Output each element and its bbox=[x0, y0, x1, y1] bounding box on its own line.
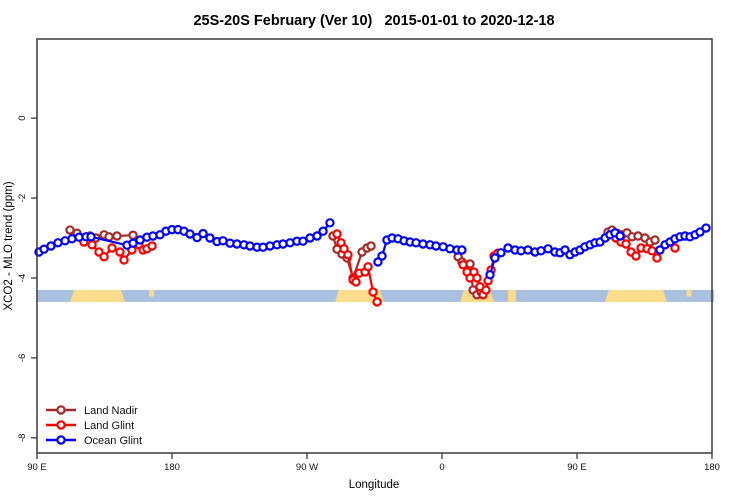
data-point bbox=[368, 287, 378, 297]
data-point bbox=[496, 248, 506, 258]
data-point bbox=[205, 233, 215, 243]
data-point bbox=[147, 241, 157, 251]
data-point bbox=[652, 253, 662, 263]
data-point bbox=[647, 246, 657, 256]
data-point bbox=[87, 240, 97, 250]
data-point bbox=[701, 223, 711, 233]
data-point bbox=[485, 270, 495, 280]
y-tick-label: -4 bbox=[17, 274, 28, 282]
data-point bbox=[615, 231, 625, 241]
legend-marker-icon bbox=[56, 435, 66, 445]
data-point bbox=[372, 297, 382, 307]
data-point bbox=[621, 239, 631, 249]
x-tick-label: 0 bbox=[439, 462, 444, 473]
land-patch-new-caledonia-west-pass bbox=[149, 289, 154, 297]
data-point bbox=[65, 225, 75, 235]
legend-label: Land Glint bbox=[84, 420, 134, 432]
data-point bbox=[312, 231, 322, 241]
data-point bbox=[128, 230, 138, 240]
legend: Land Nadir Land Glint Ocean Glint bbox=[46, 405, 142, 447]
legend-marker-icon bbox=[56, 420, 66, 430]
data-point bbox=[366, 241, 376, 251]
legend-item-land-glint: Land Glint bbox=[46, 420, 134, 432]
data-point bbox=[112, 231, 122, 241]
data-point bbox=[363, 262, 373, 272]
land-patch-australia-west-pass bbox=[70, 289, 126, 302]
data-point bbox=[115, 247, 125, 257]
x-axis-label: Longitude bbox=[349, 479, 400, 491]
data-point bbox=[107, 243, 117, 253]
data-point bbox=[373, 257, 383, 267]
y-tick-label: -2 bbox=[17, 194, 28, 202]
data-point bbox=[650, 235, 660, 245]
legend-marker-icon bbox=[56, 405, 66, 415]
x-tick-label: 90 E bbox=[27, 462, 47, 473]
y-tick-label: 0 bbox=[17, 115, 28, 120]
legend-label: Ocean Glint bbox=[84, 435, 142, 447]
x-tick-label: 180 bbox=[704, 462, 720, 473]
data-point bbox=[458, 260, 468, 270]
data-point bbox=[343, 250, 353, 260]
y-tick-label: -6 bbox=[17, 354, 28, 362]
data-point bbox=[377, 251, 387, 261]
land-patch-madagascar bbox=[508, 289, 516, 302]
y-tick-label: -8 bbox=[17, 434, 28, 442]
data-point bbox=[198, 228, 208, 239]
data-point bbox=[631, 251, 641, 261]
data-point bbox=[655, 245, 665, 255]
data-point bbox=[481, 285, 491, 295]
data-point bbox=[325, 218, 335, 228]
data-point bbox=[128, 238, 138, 248]
data-point bbox=[351, 277, 361, 287]
legend-item-land-nadir: Land Nadir bbox=[46, 405, 138, 417]
data-point bbox=[46, 241, 56, 251]
chart-title: 25S-20S February (Ver 10) 2015-01-01 to … bbox=[193, 13, 554, 29]
data-point bbox=[86, 232, 96, 242]
data-point bbox=[119, 255, 129, 265]
plot-border bbox=[36, 38, 713, 454]
x-tick-label: 180 bbox=[164, 462, 180, 473]
data-point bbox=[457, 245, 467, 255]
land-patch-australia-east-pass bbox=[605, 289, 667, 302]
legend-label: Land Nadir bbox=[84, 405, 138, 417]
land-patch-new-caledonia-east-pass bbox=[686, 289, 692, 297]
x-tick-label: 90 W bbox=[296, 462, 318, 473]
y-axis-label: XCO2 - MLO trend (ppm) bbox=[3, 181, 15, 310]
data-point bbox=[490, 253, 500, 263]
data-point bbox=[99, 252, 109, 262]
series-ocean-glint bbox=[34, 218, 711, 280]
data-point bbox=[332, 229, 342, 239]
legend-item-ocean-glint: Ocean Glint bbox=[46, 435, 142, 447]
data-point bbox=[185, 229, 195, 239]
data-point bbox=[318, 226, 328, 236]
data-point bbox=[670, 243, 680, 253]
data-point bbox=[298, 236, 308, 246]
data-point bbox=[472, 273, 482, 283]
x-tick-label: 90 E bbox=[567, 462, 587, 473]
